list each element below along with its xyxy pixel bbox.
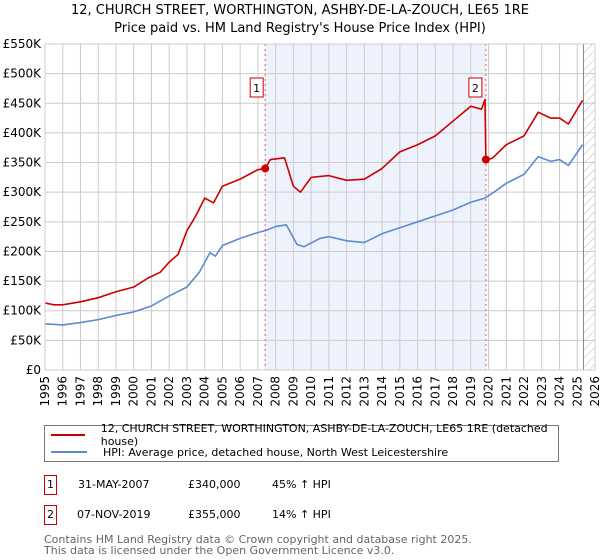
transaction-badge: 1 [44,475,57,495]
sale-label-box [468,77,483,98]
x-tick-label: 2005 [215,376,229,407]
transaction-row: 2 07-NOV-2019 £355,000 14% ↑ HPI [44,505,564,525]
sale-point [481,155,490,164]
x-tick-label: 1995 [38,376,52,407]
transaction-hpi: 14% ↑ HPI [272,508,331,521]
legend-item-hpi: HPI: Average price, detached house, Nort… [51,444,448,460]
footer: Contains HM Land Registry data © Crown c… [44,534,472,556]
x-tick-label: 2009 [286,376,300,407]
x-tick-label: 2001 [144,376,158,407]
y-tick-label: £100K [3,304,43,318]
chart-subtitle: Price paid vs. HM Land Registry's House … [114,21,486,36]
y-tick-label: £300K [3,185,43,199]
x-tick-label: 2021 [499,376,513,407]
transaction-date: 07-NOV-2019 [77,508,151,521]
y-tick-label: £550K [3,37,43,51]
y-tick-label: £350K [3,156,43,170]
sale-label-box [249,77,264,98]
x-tick-label: 2013 [357,376,371,407]
legend: 12, CHURCH STREET, WORTHINGTON, ASHBY-DE… [44,422,559,462]
legend-swatch-red [51,434,85,436]
x-tick-label: 1997 [73,376,87,407]
transaction-price: £355,000 [188,508,241,521]
legend-item-property: 12, CHURCH STREET, WORTHINGTON, ASHBY-DE… [51,422,558,448]
x-tick-label: 2014 [375,376,389,407]
transaction-price: £340,000 [188,478,241,491]
x-tick-label: 2015 [393,376,407,407]
transaction-hpi: 45% ↑ HPI [272,478,331,491]
x-tick-label: 2003 [180,376,194,407]
x-tick-label: 2000 [127,376,141,407]
x-tick-label: 2026 [588,376,600,407]
transaction-date: 31-MAY-2007 [78,478,150,491]
footer-licence: This data is licensed under the Open Gov… [44,544,395,557]
y-tick-label: £150K [3,274,43,288]
x-tick-label: 1998 [91,376,105,407]
x-tick-label: 2024 [553,376,567,407]
y-tick-label: £450K [3,96,43,110]
x-tick-label: 2007 [251,376,265,407]
x-tick-label: 2022 [517,376,531,407]
x-tick-label: 2004 [198,376,212,407]
plot-border [44,43,596,371]
y-tick-label: £200K [3,244,43,258]
x-tick-label: 2002 [162,376,176,407]
ownership-shading [265,44,486,370]
sale-label: 2 [472,82,479,95]
transaction-row: 1 31-MAY-2007 £340,000 45% ↑ HPI [44,475,564,495]
legend-label: HPI: Average price, detached house, Nort… [103,445,449,459]
x-tick-label: 2006 [233,376,247,407]
x-tick-label: 2020 [482,376,496,407]
transaction-badge: 2 [44,505,57,525]
sale-point [261,164,270,173]
x-tick-label: 2011 [322,376,336,407]
sale-label: 1 [253,82,260,95]
y-tick-label: £0 [26,363,41,377]
y-tick-label: £500K [3,67,43,81]
x-tick-label: 2023 [535,376,549,407]
x-tick-label: 2010 [304,376,318,407]
x-tick-label: 2012 [340,376,354,407]
y-tick-label: £250K [3,215,43,229]
price-chart: 1995 1996 1997 1998 1999 2000 2001 2002 2003 2004… [3,37,600,407]
chart-title: 12, CHURCH STREET, WORTHINGTON, ASHBY-DE… [70,3,529,18]
x-tick-label: 2008 [269,376,283,407]
x-tick-label: 2017 [428,376,442,407]
x-tick-label: 2018 [446,376,460,407]
property-price-line [44,98,584,306]
x-tick-label: 2016 [411,376,425,407]
x-tick-label: 1996 [56,376,70,407]
future-hatch [583,44,595,370]
legend-label: 12, CHURCH STREET, WORTHINGTON, ASHBY-DE… [100,422,548,448]
legend-swatch-blue [51,451,87,453]
hpi-line [44,144,584,326]
y-tick-label: £50K [10,333,42,347]
x-tick-label: 1999 [109,376,123,407]
y-tick-label: £400K [3,126,43,140]
x-tick-label: 2019 [464,376,478,407]
footer-copyright: Contains HM Land Registry data © Crown c… [44,533,472,546]
x-tick-label: 2025 [570,376,584,407]
